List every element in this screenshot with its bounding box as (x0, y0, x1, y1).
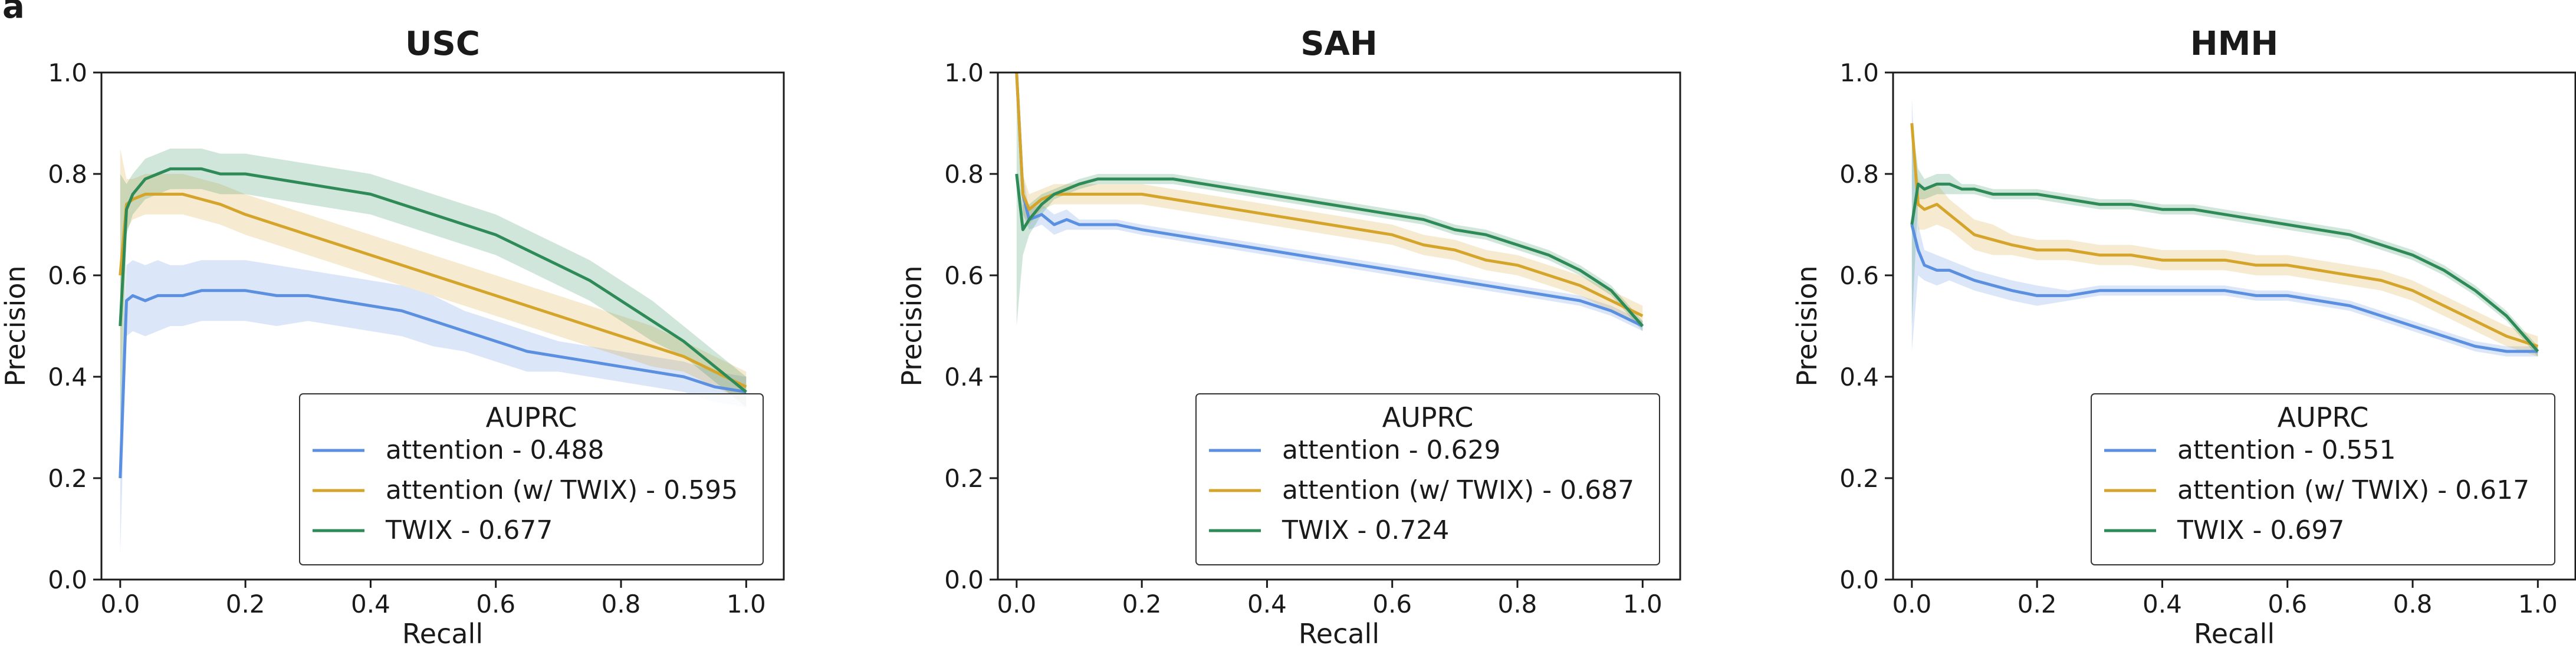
x-tick-label: 1.0 (2518, 590, 2558, 618)
legend-label-twix: TWIX - 0.677 (385, 515, 553, 545)
panel-letter: a (2, 0, 25, 26)
x-tick-label: 0.8 (1498, 590, 1537, 618)
x-tick-label: 0.2 (1122, 590, 1162, 618)
y-tick-label: 0.6 (48, 261, 87, 290)
series-line-twix (1910, 182, 2539, 353)
x-tick-label: 0.0 (100, 590, 140, 618)
y-tick-label: 0.0 (48, 565, 87, 594)
x-tick-label: 0.6 (476, 590, 515, 618)
legend-label-attention: attention - 0.551 (2177, 435, 2396, 465)
legend-label-attention: attention - 0.488 (386, 435, 604, 465)
x-tick-label: 0.2 (226, 590, 265, 618)
x-tick-label: 0.0 (1892, 590, 1931, 618)
x-tick-label: 0.6 (2268, 590, 2307, 618)
x-tick-label: 0.2 (2018, 590, 2057, 618)
legend-box (299, 393, 764, 565)
chart-title: USC (405, 25, 480, 63)
x-axis-label: Recall (402, 618, 483, 650)
y-tick-label: 0.8 (1839, 160, 1879, 189)
legend-box (1195, 393, 1660, 565)
legend-label-twix: TWIX - 0.724 (1282, 515, 1449, 545)
chart-panel-hmh: HMH 0.0 0.2 0.4 0.6 0.8 1.0 0.0 0.2 0.4 0.6 0.8 1.0 R… (1791, 25, 2576, 650)
y-tick-label: 0.0 (944, 565, 984, 594)
y-axis-label: Precision (896, 265, 928, 386)
y-tick-label: 0.8 (48, 160, 87, 189)
x-tick-label: 0.6 (1372, 590, 1412, 618)
x-tick-label: 0.8 (602, 590, 641, 618)
plot-frame (1892, 71, 2576, 581)
series-band-attention (1911, 98, 2538, 357)
y-axis-label: Precision (1791, 265, 1823, 386)
series-line-attention (1910, 224, 2538, 353)
x-tick-label: 0.4 (1247, 590, 1287, 618)
y-tick-label: 0.2 (1839, 464, 1879, 493)
legend-box (2091, 393, 2555, 565)
series-line-twix (119, 167, 747, 393)
legend-title: AUPRC (2278, 402, 2369, 433)
chart-title: HMH (2190, 25, 2278, 63)
series-line-attention (1015, 72, 1644, 328)
legend-label-attention_twix: attention (w/ TWIX) - 0.617 (2177, 475, 2529, 505)
y-tick-label: 1.0 (48, 58, 87, 87)
y-tick-label: 0.6 (944, 261, 984, 290)
series-line-attention (119, 289, 747, 479)
series-line-attention_twix (119, 192, 747, 389)
y-tick-label: 0.4 (48, 363, 87, 391)
y-tick-label: 0.4 (1839, 363, 1879, 391)
series-line-attention_twix (1910, 123, 2539, 348)
x-axis-label: Recall (1299, 618, 1379, 650)
plot-frame (100, 71, 785, 581)
x-tick-label: 0.4 (2143, 590, 2182, 618)
y-tick-label: 0.2 (944, 464, 984, 493)
x-tick-label: 1.0 (1623, 590, 1662, 618)
y-tick-label: 1.0 (944, 58, 984, 87)
chart-panel-usc: USC 0.0 0.2 0.4 0.6 0.8 1.0 0.0 0.2 0.4 0.6 0.8 1.0 R… (0, 25, 785, 650)
chart-title: SAH (1300, 25, 1378, 63)
y-tick-label: 0.8 (944, 160, 984, 189)
x-tick-label: 0.4 (351, 590, 390, 618)
plot-frame (997, 71, 1681, 581)
y-tick-label: 0.0 (1839, 565, 1879, 594)
series-line-twix (1015, 173, 1644, 327)
legend-label-attention: attention - 0.629 (1282, 435, 1501, 465)
x-axis-label: Recall (2194, 618, 2275, 650)
series-band-attention_twix (1016, 73, 1643, 326)
x-tick-label: 0.8 (2393, 590, 2433, 618)
y-tick-label: 1.0 (1839, 58, 1879, 87)
x-tick-label: 0.0 (997, 590, 1036, 618)
series-band-attention_twix (1911, 123, 2538, 357)
y-tick-label: 0.2 (48, 464, 87, 493)
legend-label-attention_twix: attention (w/ TWIX) - 0.595 (386, 475, 738, 505)
legend-title: AUPRC (486, 402, 577, 433)
chart-panel-sah: SAH 0.0 0.2 0.4 0.6 0.8 1.0 0.0 0.2 0.4 0.6 0.8 1.0 R… (896, 25, 1681, 650)
y-tick-label: 0.6 (1839, 261, 1879, 290)
y-tick-label: 0.4 (944, 363, 984, 391)
y-axis-label: Precision (0, 265, 31, 386)
series-band-twix (1016, 73, 1643, 331)
legend-label-attention_twix: attention (w/ TWIX) - 0.687 (1282, 475, 1634, 505)
legend-title: AUPRC (1382, 402, 1474, 433)
legend-label-twix: TWIX - 0.697 (2177, 515, 2344, 545)
series-band-attention (1016, 73, 1643, 331)
series-band-attention (120, 260, 747, 554)
x-tick-label: 1.0 (727, 590, 766, 618)
